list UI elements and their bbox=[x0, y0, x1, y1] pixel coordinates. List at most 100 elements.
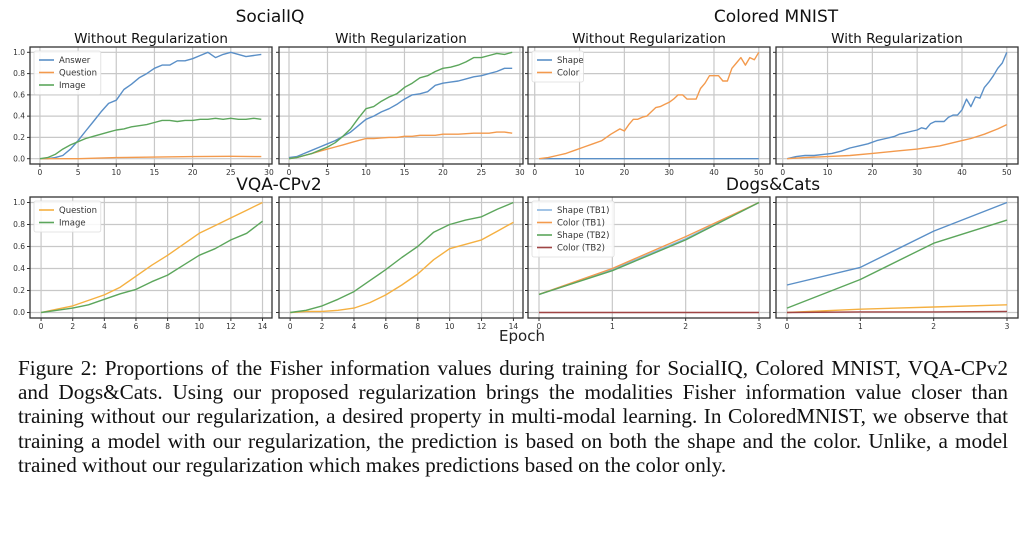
x-tick-label: 20 bbox=[868, 168, 878, 177]
y-tick-label: 1.0 bbox=[13, 198, 25, 207]
axes-frame bbox=[775, 196, 1019, 319]
x-tick-label: 3 bbox=[757, 322, 762, 331]
axis-ticks: 0 10 20 30 40 50 bbox=[525, 51, 764, 177]
legend: Answer Question Image bbox=[33, 50, 102, 95]
chart-panel-socialiq-without: Without Regularization 0 5 10 15 20 25 30 0.0 0.2… bbox=[13, 31, 274, 177]
axes-frame bbox=[527, 196, 771, 319]
x-tick-label: 0 bbox=[39, 322, 44, 331]
x-tick-label: 0 bbox=[287, 168, 292, 177]
group-title: Dogs&Cats bbox=[726, 175, 820, 195]
y-tick-label: 0.0 bbox=[13, 308, 25, 317]
x-tick-label: 0 bbox=[785, 322, 790, 331]
series-shape-tb2- bbox=[538, 201, 760, 296]
axis-ticks: 0 5 10 15 20 25 30 0.0 0.2 0.4 0.6 0.8 1.0 bbox=[13, 48, 274, 177]
x-tick-label: 0 bbox=[288, 322, 293, 331]
legend-entry: Image bbox=[59, 81, 86, 91]
x-tick-label: 30 bbox=[515, 168, 525, 177]
panel-title: With Regularization bbox=[335, 31, 467, 47]
x-tick-label: 10 bbox=[575, 168, 585, 177]
x-tick-label: 5 bbox=[76, 168, 81, 177]
x-tick-label: 8 bbox=[415, 322, 420, 331]
series-lines bbox=[787, 52, 1008, 160]
x-tick-label: 10 bbox=[194, 322, 204, 331]
axes-frame bbox=[29, 46, 273, 165]
x-tick-label: 4 bbox=[352, 322, 357, 331]
x-tick-label: 3 bbox=[1005, 322, 1010, 331]
x-tick-label: 25 bbox=[477, 168, 487, 177]
axis-ticks: 0 2 4 6 8 10 12 14 0.0 0.2 0.4 0.6 0.8 1.0 bbox=[13, 198, 267, 331]
legend-entry: Question bbox=[59, 206, 97, 216]
figure-caption: Figure 2: Proportions of the Fisher info… bbox=[18, 356, 1008, 477]
series-question bbox=[40, 201, 263, 314]
series-color-tb2- bbox=[786, 310, 1008, 314]
axes-frame bbox=[278, 46, 524, 165]
legend: Question Image bbox=[33, 200, 102, 233]
x-tick-label: 8 bbox=[165, 322, 170, 331]
axes-frame bbox=[527, 46, 771, 165]
panel-title: Without Regularization bbox=[74, 31, 228, 47]
legend-entry: Shape (TB2) bbox=[557, 231, 609, 241]
y-tick-label: 0.8 bbox=[13, 220, 25, 229]
x-tick-label: 2 bbox=[683, 322, 688, 331]
series-lines bbox=[288, 51, 513, 160]
legend-entry: Color (TB2) bbox=[557, 244, 605, 254]
series-lines bbox=[538, 201, 760, 314]
axis-ticks: 0 10 20 30 40 50 bbox=[773, 51, 1012, 177]
x-tick-label: 25 bbox=[226, 168, 236, 177]
axes-frame bbox=[278, 196, 524, 319]
x-tick-label: 4 bbox=[102, 322, 107, 331]
series-image bbox=[41, 220, 263, 314]
x-tick-label: 50 bbox=[1002, 168, 1012, 177]
x-tick-label: 30 bbox=[264, 168, 274, 177]
chart-panel-vqa-without: 0 2 4 6 8 10 12 14 0.0 0.2 0.4 0.6 0.8 1.0 Question Ima… bbox=[13, 196, 273, 331]
x-tick-label: 12 bbox=[226, 322, 236, 331]
series-shape-tb1- bbox=[786, 201, 1008, 286]
y-tick-label: 0.4 bbox=[13, 264, 25, 273]
group-title: Colored MNIST bbox=[714, 7, 839, 27]
x-tick-label: 6 bbox=[134, 322, 139, 331]
series-shape bbox=[787, 52, 1008, 160]
x-tick-label: 20 bbox=[620, 168, 630, 177]
x-axis-label: Epoch bbox=[499, 327, 545, 345]
x-tick-label: 0 bbox=[38, 168, 43, 177]
x-tick-label: 2 bbox=[320, 322, 325, 331]
figure-suptitles: SocialIQ Colored MNIST VQA-CPv2 Dogs&Cats bbox=[236, 7, 839, 195]
y-tick-label: 0.8 bbox=[13, 69, 25, 78]
axes-frame bbox=[775, 46, 1019, 165]
legend-entry: Shape (TB1) bbox=[557, 206, 609, 216]
legend: Shape Color bbox=[531, 50, 584, 83]
legend-entry: Question bbox=[59, 69, 97, 79]
x-tick-label: 40 bbox=[709, 168, 719, 177]
legend-entry: Image bbox=[59, 219, 86, 229]
axis-ticks: 0 2 4 6 8 10 12 14 bbox=[276, 202, 518, 331]
series-shape-tb2- bbox=[786, 219, 1008, 309]
x-tick-label: 15 bbox=[150, 168, 160, 177]
series-color-tb1- bbox=[538, 201, 760, 296]
chart-panel-vqa-with: 0 2 4 6 8 10 12 14 bbox=[276, 196, 524, 331]
axes-frame bbox=[29, 196, 273, 319]
gridlines bbox=[776, 197, 1018, 318]
x-tick-label: 12 bbox=[477, 322, 487, 331]
y-tick-label: 0.6 bbox=[13, 242, 25, 251]
x-tick-label: 6 bbox=[383, 322, 388, 331]
series-question bbox=[39, 155, 262, 160]
y-tick-label: 1.0 bbox=[13, 48, 25, 57]
series-image bbox=[288, 51, 513, 160]
axis-ticks: 0 1 2 3 bbox=[525, 202, 762, 331]
group-title: VQA-CPv2 bbox=[236, 175, 321, 195]
legend: Shape (TB1) Color (TB1) Shape (TB2) Color (… bbox=[531, 200, 615, 258]
x-tick-label: 20 bbox=[188, 168, 198, 177]
x-tick-label: 30 bbox=[912, 168, 922, 177]
series-image bbox=[290, 201, 514, 314]
axis-ticks: 0 5 10 15 20 25 30 bbox=[276, 51, 525, 177]
x-tick-label: 0 bbox=[537, 322, 542, 331]
legend-entry: Shape bbox=[557, 56, 584, 66]
series-lines bbox=[786, 201, 1008, 314]
x-tick-label: 15 bbox=[400, 168, 410, 177]
legend-entry: Answer bbox=[59, 56, 91, 66]
series-color bbox=[539, 51, 760, 160]
panel-title: With Regularization bbox=[831, 31, 963, 47]
x-tick-label: 10 bbox=[823, 168, 833, 177]
x-tick-label: 14 bbox=[258, 322, 268, 331]
